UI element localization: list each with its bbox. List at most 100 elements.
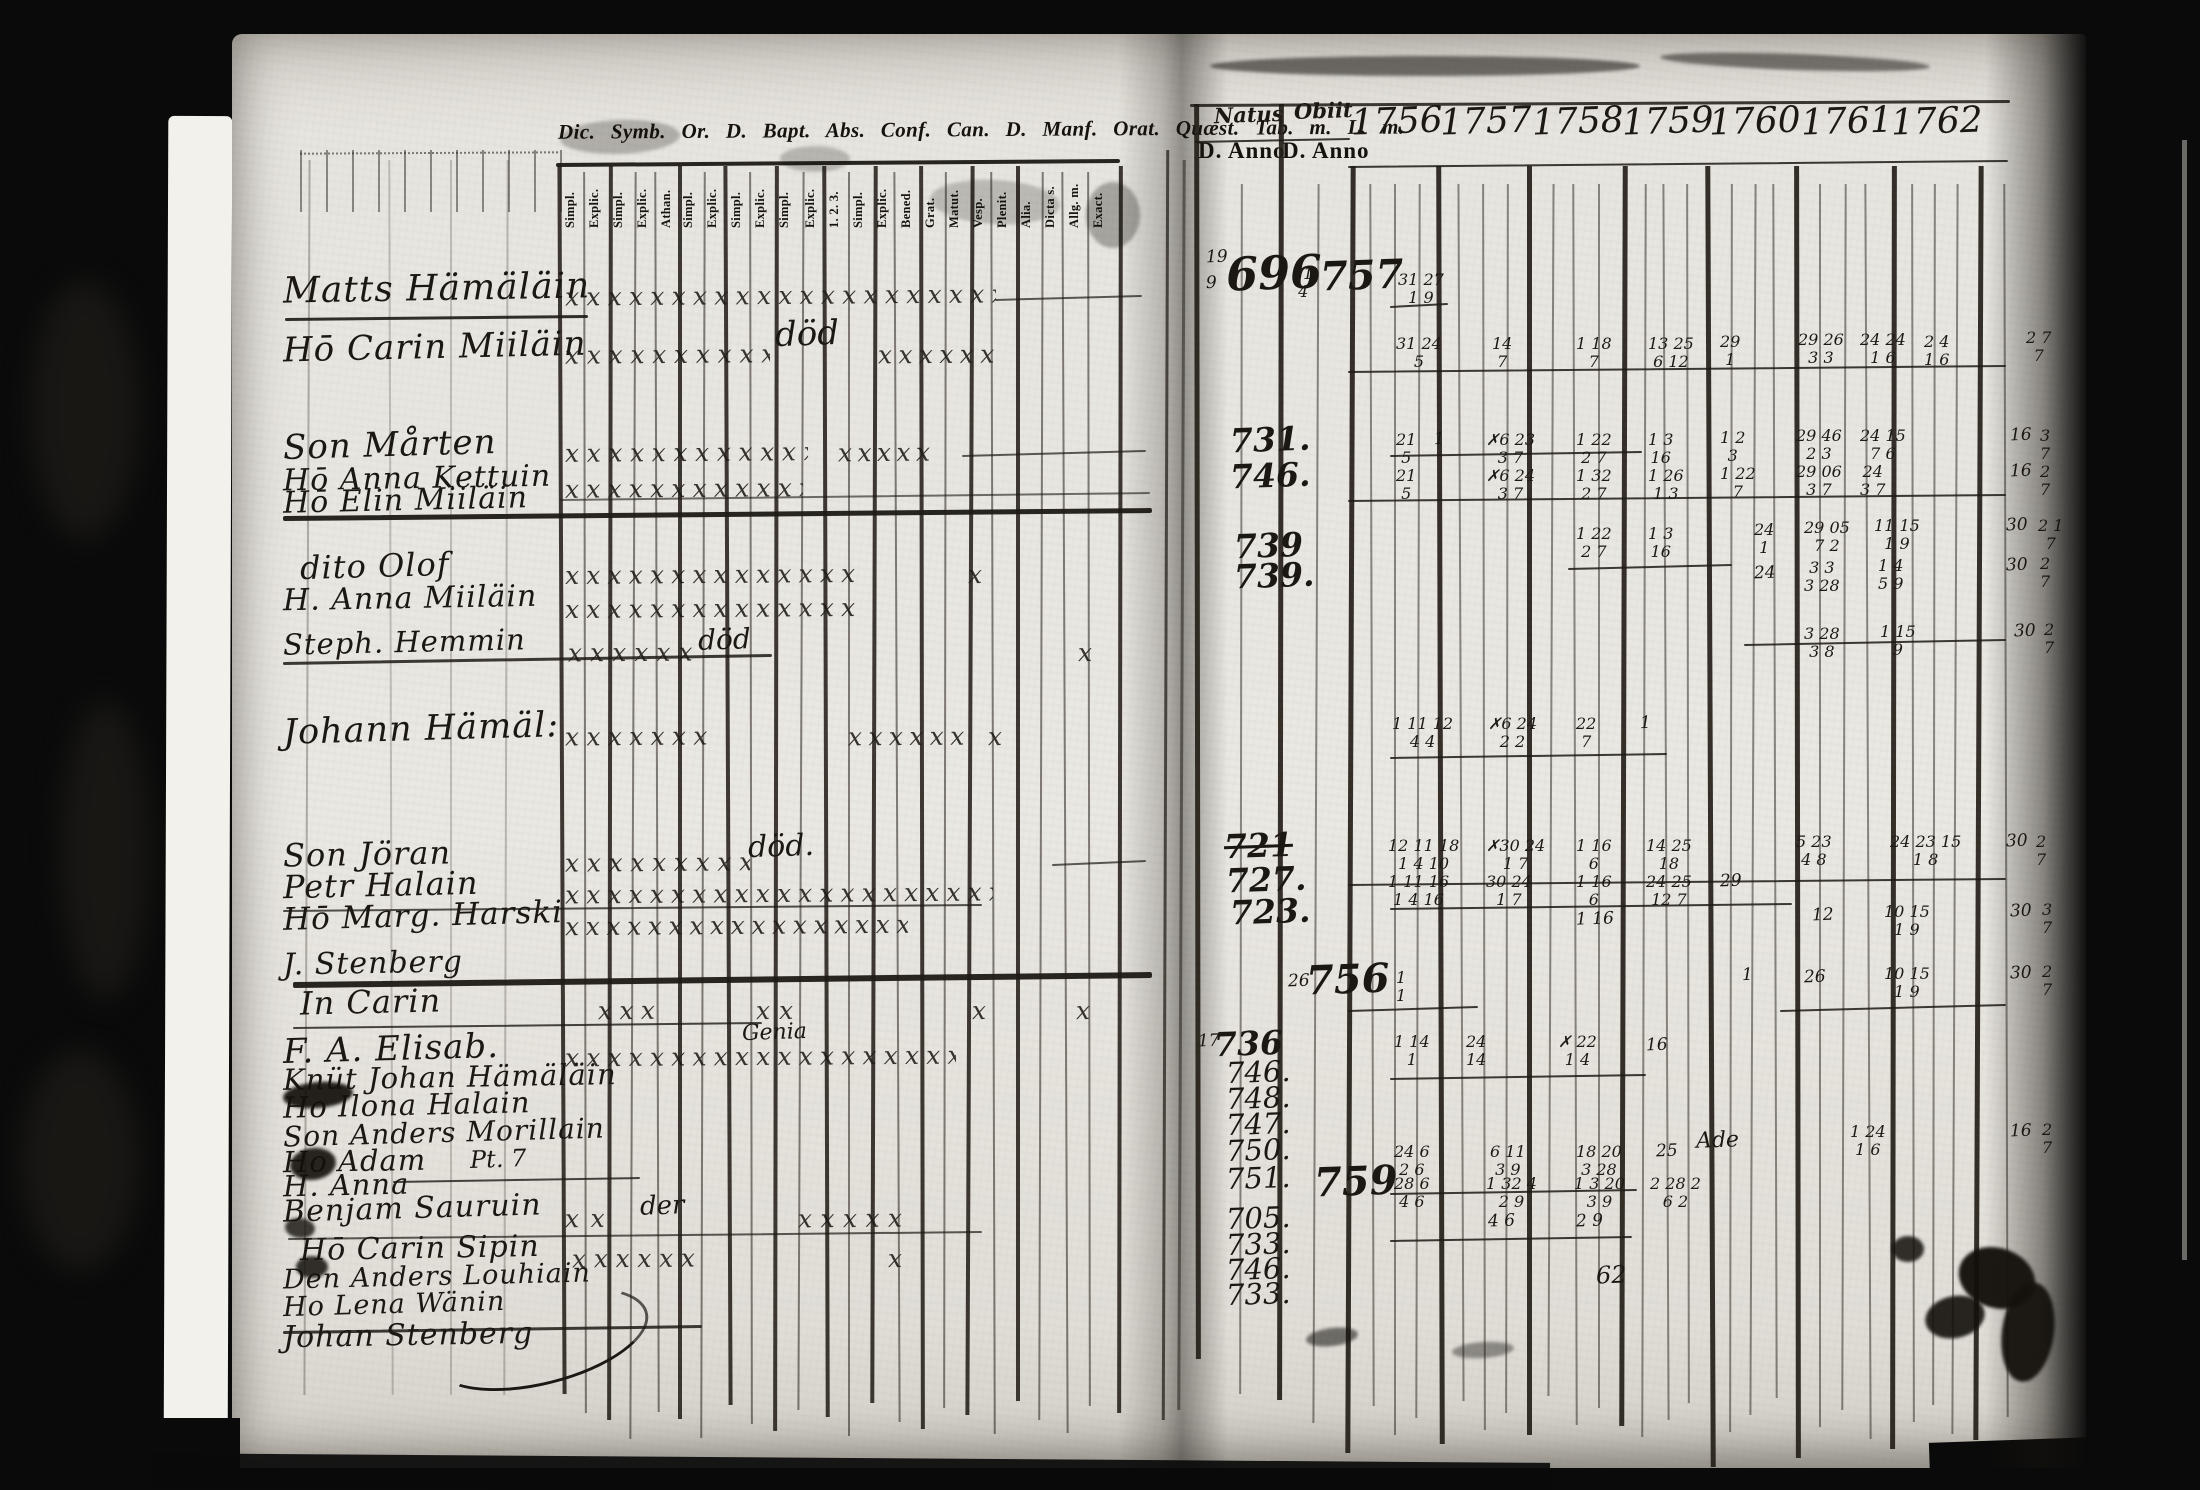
register-entry: 14 7 [1492,335,1512,371]
register-entry-part: 3 28 [1804,624,1840,643]
register-entry-part: 29 05 [1804,518,1850,537]
attendance-marks: x [971,995,999,1026]
register-entry: 24 [1753,562,1776,584]
register-entry-part: 3 7 [1860,479,1886,499]
register-entry-part: 1 4 10 [1398,853,1450,873]
register-entry: ✗6 24 3 7 [1486,466,1536,503]
header-tick [430,150,432,212]
script-note: död [697,621,752,657]
register-entry-part: 1 6 [1870,347,1896,367]
register-entry-part: 7 [1588,351,1599,371]
register-entry: 29 [1719,870,1742,892]
register-entry: ✗6 23 3 7 [1486,431,1535,467]
name-entry: Hō Carin Miiläin [282,323,587,371]
register-entry-part: 1 18 [1576,334,1612,353]
register-entry: 25 [1655,1140,1678,1162]
script-note: der [639,1190,685,1222]
register-entry-part: 12 7 [1651,889,1687,909]
register-entry-part: 2 7 [1581,541,1607,561]
register-entry: ✗30 24 1 7 [1486,837,1545,873]
register-entry-part: 4 6 [1399,1191,1425,1211]
header-tick [534,150,536,212]
header-tick [508,150,510,212]
register-entry: 1 [1433,429,1446,450]
grid-line-vertical [848,172,850,1436]
header-tick [326,150,328,212]
register-entry-part: 2 2 [1499,731,1526,751]
register-entry-part: 24 [1466,1032,1487,1051]
name-entry: In Carin [299,981,442,1023]
register-entry: 1 16 6 [1576,873,1612,909]
register-entry: 757 [1319,250,1405,301]
register-entry-part: 28 6 [1394,1174,1430,1193]
register-entry: 10 15 1 9 [1884,902,1930,939]
register-entry-part: 18 20 [1576,1142,1622,1161]
register-entry: 21 4 [1293,265,1313,301]
register-entry-part: 24 25 [1646,872,1692,891]
column-label: Simpl. [563,191,577,228]
register-entry: 24 25 12 7 [1646,872,1692,909]
grid-line-vertical [1527,166,1532,1435]
column-label: Explic. [753,188,767,228]
ink-blob [780,146,850,172]
register-entry-part: 12 11 18 [1388,836,1460,855]
column-label: Explic. [635,188,649,228]
register-entry-part: 24 [1754,520,1775,539]
register-entry: 1 15 9 [1880,623,1916,659]
register-entry-part: 7 6 [1870,443,1896,463]
register-entry-part: 10 15 [1884,964,1930,983]
register-entry-part: 10 15 [1884,902,1930,921]
register-entry: 18 20 3 28 [1576,1142,1622,1179]
register-entry-part: 1 [1396,968,1407,987]
register-entry-part: 6 11 [1490,1142,1526,1161]
register-entry: 756 [1305,954,1391,1005]
register-entry-part: 4 8 [1801,849,1827,869]
register-entry-part: 4 4 [1409,731,1436,751]
register-entry: 24 14 [1466,1032,1487,1069]
film-edge-sliver [2182,140,2187,1260]
column-label: Explic. [587,188,601,228]
register-entry-part: 1 22 [1576,524,1612,543]
register-entry-part: 1 [1759,537,1770,557]
attendance-marks: xxxxxxxxxxxxxxxxxx [564,909,909,942]
register-entry-part: 3 3 [1809,558,1835,577]
register-entry: 733. [1225,1276,1292,1313]
register-entry-part: 1 8 [1912,849,1939,869]
register-entry: 24 3 7 [1860,463,1886,499]
register-entry-part: ✗6 24 [1486,466,1536,485]
header-tick [482,150,484,212]
column-label: Allg. m. [1067,183,1081,228]
script-note: Genia [741,1019,808,1047]
register-entry: 5 23 4 8 [1796,833,1832,869]
register-entry: 1 [1741,965,1754,986]
page-curl [1985,34,2090,1468]
attendance-marks: xxxxxxxxxx [564,339,771,370]
register-entry-part: 2 7 [1581,483,1607,503]
register-entry: 759 [1313,1156,1399,1207]
name-entry: Hō Marg. Harski [282,894,564,938]
register-entry-part: 14 25 [1646,836,1692,855]
register-entry-part: 6 12 [1653,351,1689,371]
register-entry: 29 1 [1720,333,1740,369]
register-entry: 21 5 [1396,467,1416,503]
register-entry: 1 3 16 [1648,431,1673,467]
register-entry-part: 3 9 [1495,1159,1521,1179]
attendance-marks: x [1075,995,1103,1026]
column-label: Simpl. [611,191,625,228]
register-entry-part: 3 7 [1497,447,1524,467]
register-entry: 6 11 3 9 [1490,1142,1526,1179]
register-entry: 1 11 16 1 4 16 [1388,873,1449,909]
register-entry-part: 13 25 [1648,334,1694,353]
register-entry-part: 22 [1576,714,1597,733]
register-entry-part: 11 15 [1874,516,1920,535]
register-entry-part: 1 22 [1576,430,1612,449]
name-entry: Hō Elin Miiläin [282,480,529,521]
register-entry-part: 5 [1413,351,1424,371]
register-entry-part: 1 2 [1720,428,1746,447]
register-entry: 2 9 [1575,1210,1604,1232]
register-entry-part: 5 [1401,447,1412,467]
register-entry-part: 2 9 [1498,1191,1525,1211]
register-entry-part: 3 9 [1586,1191,1613,1211]
